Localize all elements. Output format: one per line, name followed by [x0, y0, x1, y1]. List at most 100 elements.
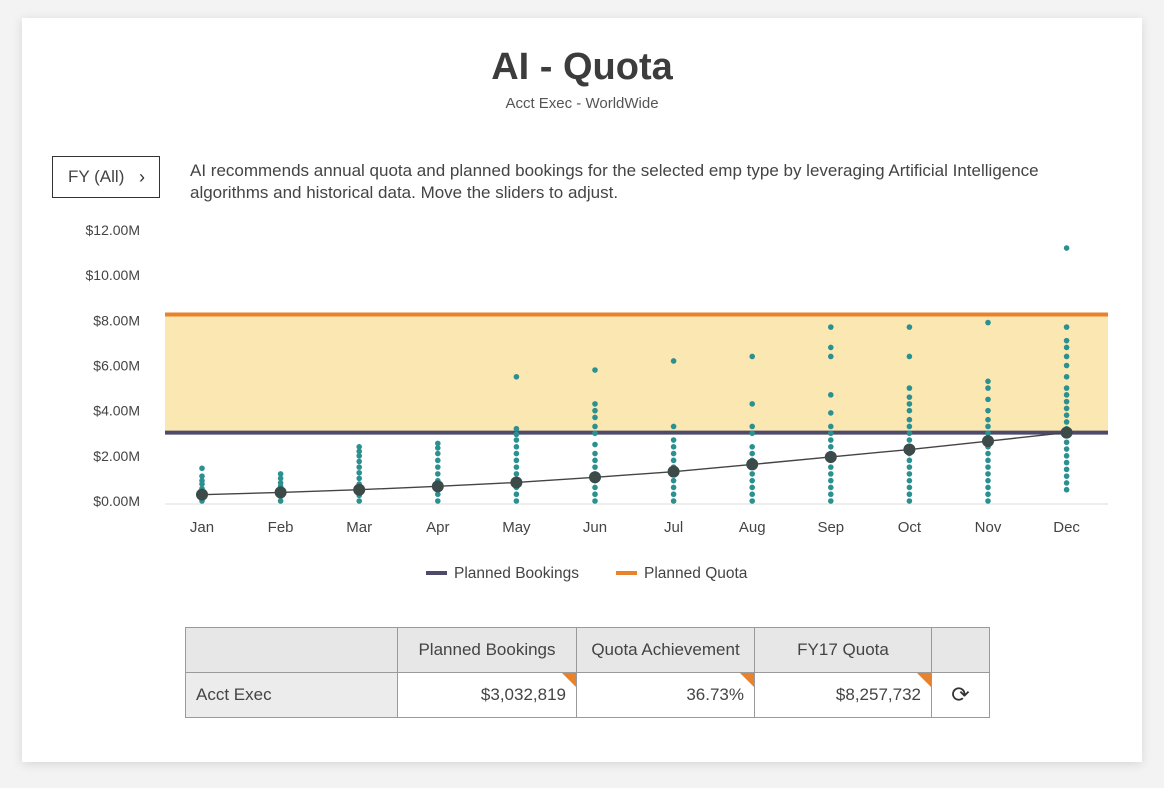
scatter-point — [435, 471, 441, 477]
x-tick-label: Aug — [739, 519, 766, 536]
scatter-point — [749, 430, 755, 437]
scatter-point — [1063, 480, 1070, 486]
chart-description: AI recommends annual quota and planned b… — [190, 161, 1039, 202]
scatter-point — [906, 498, 913, 504]
header-cell-fy17-quota: FY17 Quota — [754, 627, 932, 673]
scatter-point — [670, 437, 677, 443]
scatter-point — [592, 457, 598, 464]
scatter-point — [513, 431, 520, 438]
quota-achievement-cell[interactable]: 36.73% — [576, 672, 755, 718]
x-tick-label: Mar — [346, 519, 372, 536]
scatter-point — [592, 464, 598, 470]
scatter-point — [985, 457, 991, 464]
page-subtitle: Acct Exec - WorldWide — [505, 95, 659, 112]
y-tick-label: $10.00M — [86, 267, 140, 283]
header-cell-planned-bookings: Planned Bookings — [397, 627, 577, 673]
x-tick-label: Nov — [975, 519, 1002, 536]
header-cell-action — [931, 627, 990, 673]
scatter-point — [670, 444, 677, 450]
scatter-point — [670, 498, 677, 504]
slider-handle — [510, 476, 523, 489]
legend-label-planned-quota: Planned Quota — [644, 565, 748, 582]
scatter-point — [670, 491, 677, 498]
fiscal-year-filter-button[interactable]: FY (All) › — [52, 156, 160, 198]
scatter-point — [749, 444, 755, 450]
x-tick-label: Jun — [583, 519, 607, 536]
scatter-point — [985, 423, 991, 430]
scatter-point — [356, 498, 363, 504]
scatter-point — [513, 444, 520, 450]
scatter-point — [277, 471, 284, 477]
scatter-point — [906, 491, 913, 498]
scatter-point — [985, 319, 991, 326]
scatter-point — [435, 498, 441, 504]
scatter-point — [592, 491, 598, 498]
scatter-point — [985, 430, 991, 437]
x-tick-label: Feb — [268, 519, 294, 536]
scatter-point — [1063, 486, 1070, 493]
scatter-point — [1063, 439, 1070, 446]
slider-handle — [824, 450, 837, 463]
scatter-point — [828, 484, 834, 491]
y-tick-label: $4.00M — [93, 403, 140, 419]
scatter-point — [592, 430, 598, 437]
scatter-point — [592, 414, 598, 421]
scatter-point — [277, 475, 284, 482]
scatter-point — [1063, 398, 1070, 405]
scatter-point — [356, 453, 363, 459]
scatter-point — [1063, 446, 1070, 452]
slider-handle — [982, 435, 994, 448]
scatter-point — [828, 477, 834, 484]
scatter-point — [670, 477, 677, 484]
y-tick-label: $12.00M — [86, 222, 140, 238]
scatter-point — [828, 324, 834, 330]
x-tick-label: Jan — [190, 519, 214, 536]
scatter-point — [199, 473, 205, 479]
scatter-point — [828, 491, 834, 498]
scatter-point — [1063, 419, 1070, 425]
slider-handle — [903, 443, 916, 456]
slider-handle — [667, 465, 680, 478]
scatter-point — [1063, 392, 1070, 398]
scatter-point — [1063, 466, 1070, 473]
scatter-point — [356, 475, 363, 482]
scatter-point — [199, 477, 205, 484]
scatter-point — [749, 423, 755, 430]
scatter-point — [828, 471, 834, 477]
scatter-point — [828, 353, 834, 360]
planned-bookings-cell[interactable]: $3,032,819 — [397, 672, 577, 718]
scatter-point — [513, 498, 520, 504]
scatter-point — [749, 491, 755, 498]
scatter-point — [906, 385, 913, 391]
scatter-point — [356, 458, 363, 465]
scatter-point — [670, 457, 677, 464]
scatter-point — [513, 471, 520, 477]
row-label-acct-exec: Acct Exec — [185, 672, 398, 718]
scatter-point — [828, 498, 834, 504]
scatter-point — [985, 491, 991, 498]
y-tick-label: $6.00M — [93, 358, 140, 374]
scatter-point — [906, 416, 913, 423]
slider-handle — [746, 458, 759, 471]
y-tick-label: $0.00M — [93, 493, 140, 509]
slider-handle — [353, 483, 366, 496]
scatter-point — [513, 373, 520, 380]
scatter-point — [1063, 353, 1070, 360]
refresh-icon[interactable]: ⟳ — [951, 682, 970, 707]
scatter-point — [985, 464, 991, 470]
fy17-quota-cell[interactable]: $8,257,732 — [754, 672, 932, 718]
slider-handle — [196, 488, 208, 501]
scatter-point — [435, 464, 441, 470]
scatter-point — [592, 423, 598, 430]
scatter-point — [906, 407, 913, 414]
scatter-point — [435, 445, 441, 451]
scatter-point — [828, 410, 834, 416]
x-tick-label: Jul — [664, 519, 683, 536]
scatter-point — [985, 378, 991, 385]
scatter-point — [592, 367, 598, 373]
scatter-point — [906, 401, 913, 407]
scatter-point — [1063, 373, 1070, 380]
scatter-point — [985, 416, 991, 423]
scatter-point — [828, 437, 834, 443]
scatter-point — [670, 450, 677, 457]
